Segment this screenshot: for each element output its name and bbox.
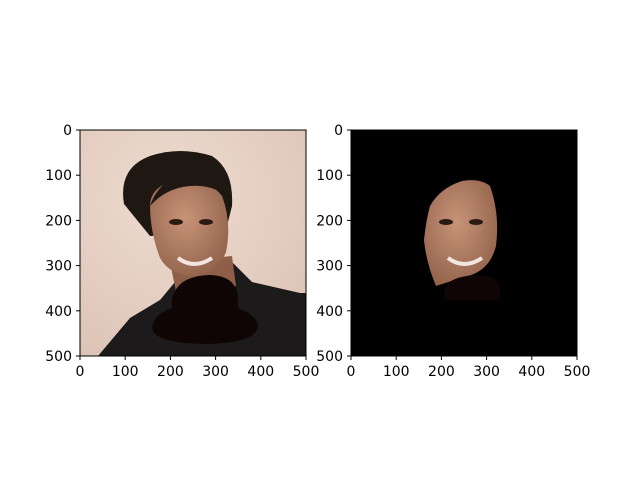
y-tick-label: 400 (45, 304, 72, 320)
y-tick-label: 300 (45, 259, 72, 275)
y-tick-label: 400 (316, 304, 343, 320)
hat-occluder (444, 275, 500, 300)
hat-occluder (152, 275, 258, 344)
x-tick-label: 400 (247, 364, 274, 380)
x-tick-label: 300 (202, 364, 229, 380)
hair-fringe (150, 170, 232, 206)
face (150, 179, 229, 276)
right-axes-frame (350, 129, 578, 357)
x-tick-label: 100 (383, 364, 410, 380)
y-tick-label: 300 (316, 259, 343, 275)
x-tick-label: 500 (293, 364, 320, 380)
x-tick-label: 300 (473, 364, 500, 380)
x-tick-label: 500 (564, 364, 591, 380)
x-tick-label: 400 (518, 364, 545, 380)
y-tick-label: 200 (45, 213, 72, 229)
y-tick-label: 500 (316, 349, 343, 365)
y-tick-label: 100 (45, 168, 72, 184)
right-eye (469, 219, 483, 225)
smile (446, 256, 484, 266)
x-tick-label: 200 (428, 364, 455, 380)
smile (176, 256, 214, 266)
x-tick-label: 0 (347, 364, 356, 380)
portrait-photo (80, 130, 306, 356)
x-tick-label: 0 (76, 364, 85, 380)
right-eye (199, 219, 213, 225)
x-tick-label: 100 (112, 364, 139, 380)
x-tick-label: 200 (157, 364, 184, 380)
y-tick-label: 200 (316, 213, 343, 229)
y-tick-label: 500 (45, 349, 72, 365)
left-eye (439, 219, 453, 225)
y-tick-label: 0 (63, 123, 72, 139)
segmented-face (351, 130, 577, 356)
left-axes-frame (79, 129, 307, 357)
y-tick-label: 0 (334, 123, 343, 139)
left-eye (169, 219, 183, 225)
y-tick-label: 100 (316, 168, 343, 184)
